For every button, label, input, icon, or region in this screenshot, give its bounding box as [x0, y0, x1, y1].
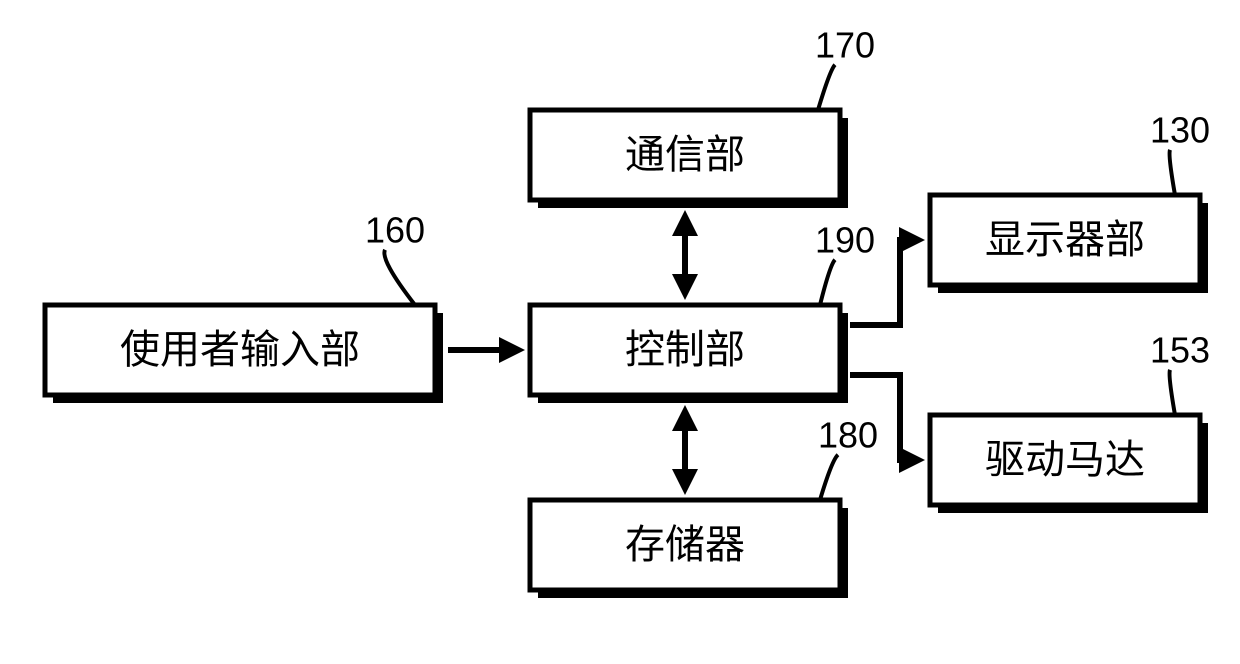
- box-user_input-label: 使用者输入部: [120, 328, 360, 372]
- ref-memory-label: 180: [818, 415, 878, 456]
- box-display: 显示器部: [930, 195, 1208, 293]
- ref-user_input-label: 160: [365, 210, 425, 251]
- box-comm-label: 通信部: [625, 133, 745, 177]
- box-memory-label: 存储器: [625, 523, 745, 567]
- ref-motor: 153: [1150, 330, 1210, 416]
- ref-comm: 170: [815, 25, 875, 111]
- ref-control: 190: [815, 220, 875, 306]
- ref-memory: 180: [818, 415, 878, 501]
- box-display-label: 显示器部: [985, 218, 1145, 262]
- ref-motor-label: 153: [1150, 330, 1210, 371]
- box-motor: 驱动马达: [930, 415, 1208, 513]
- box-motor-label: 驱动马达: [985, 438, 1145, 482]
- boxes-layer: 使用者输入部 通信部控制部存储器 显示器部驱动马达: [45, 110, 1208, 598]
- ref-user_input: 160: [365, 210, 425, 306]
- box-control: 控制部: [530, 305, 848, 403]
- ref-control-label: 190: [815, 220, 875, 261]
- box-control-label: 控制部: [625, 328, 745, 372]
- box-user_input: 使用者输入部: [45, 305, 443, 403]
- ref-display: 130: [1150, 110, 1210, 196]
- ref-comm-label: 170: [815, 25, 875, 66]
- ref-display-label: 130: [1150, 110, 1210, 151]
- box-memory: 存储器: [530, 500, 848, 598]
- box-comm: 通信部: [530, 110, 848, 208]
